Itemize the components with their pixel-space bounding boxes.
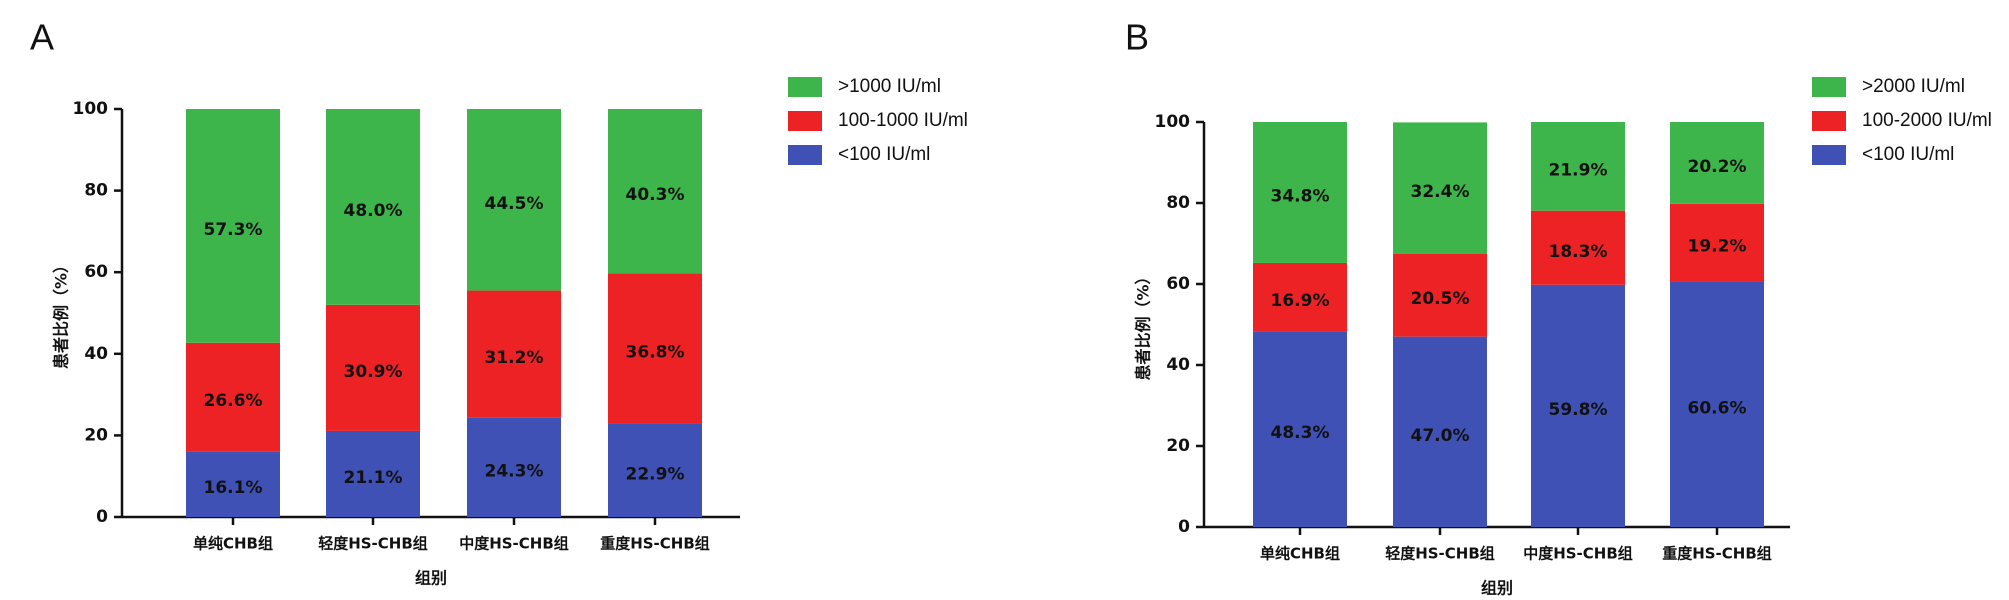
legend-swatch <box>1812 77 1846 97</box>
bar-segment <box>1531 122 1625 211</box>
bar-segment <box>467 290 561 418</box>
x-tick-label: 单纯CHB组 <box>193 535 273 553</box>
bar-segment <box>326 430 420 517</box>
value-label: 24.3% <box>485 461 544 481</box>
y-tick-label: 100 <box>1155 112 1191 132</box>
legend-label: 100-1000 IU/ml <box>838 110 968 131</box>
value-label: 21.9% <box>1549 160 1608 180</box>
bar-segment <box>467 109 561 291</box>
value-label: 59.8% <box>1549 400 1608 420</box>
y-axis-label: 患者比例（%） <box>1134 268 1153 380</box>
legend-label: >2000 IU/ml <box>1862 76 1965 97</box>
bar-segment <box>326 109 420 305</box>
x-tick-label: 中度HS-CHB组 <box>459 535 569 553</box>
value-label: 47.0% <box>1411 426 1470 446</box>
legend-swatch <box>1812 111 1846 131</box>
value-label: 36.8% <box>626 342 685 362</box>
bar-segment <box>1670 122 1764 204</box>
bar-segment <box>608 273 702 424</box>
y-axis-label: 患者比例（%） <box>52 257 71 369</box>
x-axis-label: 组别 <box>1481 579 1513 598</box>
panel-label: A <box>30 17 54 58</box>
value-label: 31.2% <box>485 348 544 368</box>
bar-segment <box>608 109 702 274</box>
value-label: 20.2% <box>1688 157 1747 177</box>
y-tick-label: 40 <box>1166 355 1190 375</box>
x-tick-label: 轻度HS-CHB组 <box>318 535 428 553</box>
value-label: 34.8% <box>1271 186 1330 206</box>
bar-segment <box>1531 284 1625 527</box>
y-tick-label: 80 <box>1166 193 1190 213</box>
value-label: 18.3% <box>1549 242 1608 262</box>
bar-segment <box>467 417 561 517</box>
value-label: 22.9% <box>626 464 685 484</box>
y-tick-label: 60 <box>84 262 108 282</box>
value-label: 26.6% <box>204 391 263 411</box>
bar-segment <box>1393 253 1487 337</box>
legend-swatch <box>788 77 822 97</box>
bar-segment <box>186 342 280 452</box>
y-tick-label: 80 <box>84 181 108 201</box>
value-label: 60.6% <box>1688 398 1747 418</box>
value-label: 40.3% <box>626 185 685 205</box>
bar-segment <box>608 423 702 517</box>
value-label: 32.4% <box>1411 182 1470 202</box>
bar-segment <box>1253 262 1347 332</box>
y-tick-label: 20 <box>84 425 108 445</box>
x-tick-label: 单纯CHB组 <box>1260 545 1340 563</box>
legend-swatch <box>1812 145 1846 165</box>
panel-label: B <box>1125 17 1149 58</box>
y-tick-label: 0 <box>96 507 108 527</box>
y-tick-label: 0 <box>1178 517 1190 537</box>
bar-segment <box>1253 122 1347 263</box>
bar-segment <box>1670 281 1764 527</box>
legend-swatch <box>788 111 822 131</box>
bar-segment <box>1253 331 1347 527</box>
value-label: 20.5% <box>1411 289 1470 309</box>
bar-segment <box>186 109 280 343</box>
value-label: 21.1% <box>344 468 403 488</box>
bar-segment <box>326 304 420 431</box>
y-tick-label: 100 <box>73 99 109 119</box>
x-tick-label: 重度HS-CHB组 <box>1662 545 1772 563</box>
value-label: 16.1% <box>204 478 263 498</box>
value-label: 30.9% <box>344 362 403 382</box>
x-tick-label: 轻度HS-CHB组 <box>1385 545 1495 563</box>
legend-label: <100 IU/ml <box>838 144 930 165</box>
legend-label: <100 IU/ml <box>1862 144 1954 165</box>
legend-label: 100-2000 IU/ml <box>1862 110 1992 131</box>
bar-segment <box>1670 203 1764 282</box>
value-label: 16.9% <box>1271 291 1330 311</box>
y-tick-label: 40 <box>84 344 108 364</box>
y-tick-label: 60 <box>1166 274 1190 294</box>
value-label: 48.0% <box>344 201 403 221</box>
legend-label: >1000 IU/ml <box>838 76 941 97</box>
x-tick-label: 中度HS-CHB组 <box>1523 545 1633 563</box>
bar-segment <box>1531 210 1625 285</box>
bar-segment <box>186 451 280 517</box>
x-tick-label: 重度HS-CHB组 <box>600 535 710 553</box>
value-label: 57.3% <box>204 220 263 240</box>
y-tick-label: 20 <box>1166 436 1190 456</box>
value-label: 19.2% <box>1688 237 1747 257</box>
bar-segment <box>1393 122 1487 254</box>
x-axis-label: 组别 <box>415 569 447 588</box>
legend-swatch <box>788 145 822 165</box>
value-label: 44.5% <box>485 194 544 214</box>
bar-segment <box>1393 336 1487 527</box>
value-label: 48.3% <box>1271 423 1330 443</box>
